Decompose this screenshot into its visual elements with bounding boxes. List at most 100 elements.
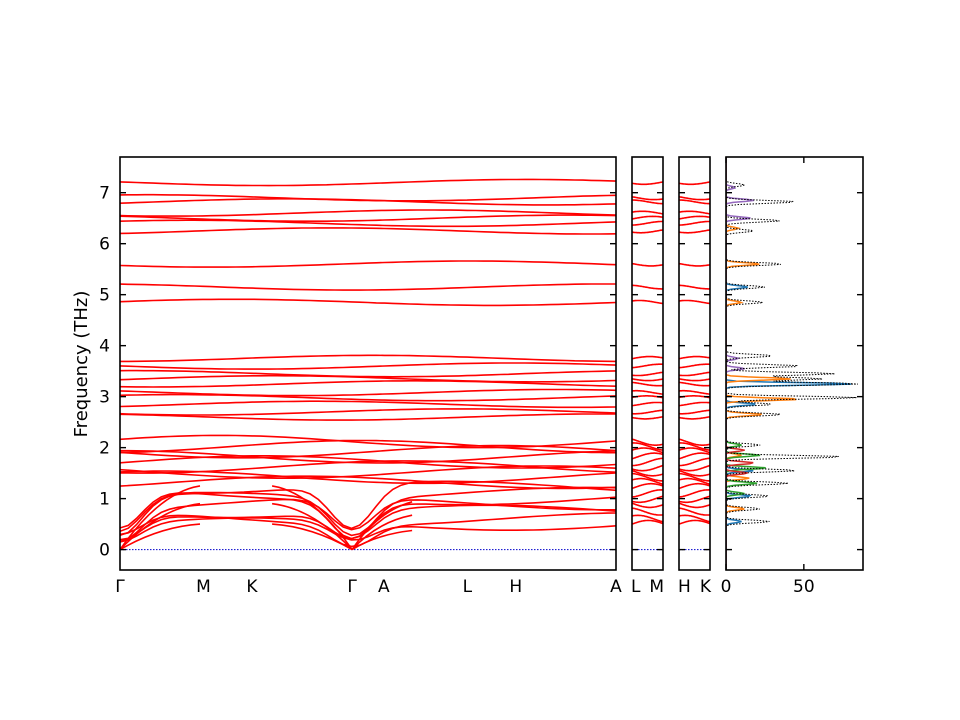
- band-line: [632, 457, 663, 467]
- x-tick-label: K: [246, 577, 258, 597]
- band-line: [632, 502, 663, 509]
- band-line: [632, 210, 663, 215]
- x-tick-label: H: [509, 577, 522, 597]
- band-line: [679, 447, 710, 454]
- band-line: [120, 298, 616, 307]
- y-tick-label: 5: [99, 286, 110, 306]
- band-line: [120, 193, 616, 202]
- band-line: [679, 495, 710, 504]
- band-line: [120, 498, 616, 543]
- y-tick-label: 7: [99, 184, 110, 204]
- band-line: [632, 215, 663, 220]
- band-line: [120, 178, 616, 187]
- band-line: [120, 362, 616, 370]
- band-line: [679, 363, 710, 369]
- band-line: [632, 229, 663, 234]
- band-line: [120, 449, 616, 464]
- band-line: [632, 477, 663, 486]
- band-line: [120, 434, 616, 449]
- x-tick-label: M: [649, 577, 664, 597]
- band-line: [679, 210, 710, 215]
- acoustic-branch: [120, 485, 201, 551]
- y-tick-label: 0: [99, 541, 110, 561]
- y-tick-label: 6: [99, 235, 110, 255]
- band-line: [632, 519, 663, 525]
- band-line: [632, 507, 663, 516]
- acoustic-branch: [120, 523, 201, 551]
- acoustic-branch: [351, 514, 413, 551]
- y-tick-label: 3: [99, 388, 110, 408]
- band-line: [679, 355, 710, 360]
- y-tick-label: 1: [99, 490, 110, 510]
- band-line: [679, 215, 710, 220]
- band-line: [120, 214, 616, 222]
- band-line: [632, 442, 663, 451]
- band-line: [632, 401, 663, 407]
- band-line: [679, 514, 710, 523]
- acoustic-branch: [351, 501, 413, 551]
- dos-partial-curve: [726, 157, 797, 570]
- band-line: [679, 299, 710, 305]
- band-line: [120, 219, 616, 228]
- band-line: [632, 495, 663, 504]
- band-line: [120, 380, 616, 388]
- band-line: [120, 465, 616, 479]
- x-tick-label: H: [678, 577, 691, 597]
- band-line: [120, 388, 616, 397]
- y-axis-label: Frequency (THz): [71, 291, 92, 438]
- x-tick-label: A: [378, 577, 390, 597]
- band-line: [632, 284, 663, 290]
- band-line: [679, 199, 710, 205]
- band-line: [679, 220, 710, 226]
- band-line: [679, 181, 710, 186]
- band-line: [679, 502, 710, 509]
- band-line: [632, 409, 663, 415]
- x-tick-label: K: [700, 577, 712, 597]
- acoustic-branch: [272, 502, 353, 551]
- acoustic-branch: [120, 502, 201, 551]
- band-line: [120, 475, 616, 490]
- band-line: [632, 438, 663, 446]
- band-line: [120, 460, 616, 474]
- y-tick-label: 4: [99, 337, 110, 357]
- panel-frame: [678, 156, 711, 571]
- band-line: [679, 482, 710, 490]
- band-line: [632, 447, 663, 454]
- band-line: [632, 389, 663, 395]
- x-tick-label: L: [631, 577, 641, 597]
- band-line: [679, 464, 710, 472]
- band-line: [679, 488, 710, 498]
- band-line: [679, 469, 710, 477]
- band-lines: [632, 181, 663, 551]
- dos-curves: [726, 157, 858, 570]
- band-line: [679, 477, 710, 486]
- band-line: [632, 371, 663, 377]
- band-line: [632, 464, 663, 472]
- x-tick-label: L: [463, 577, 473, 597]
- band-line: [120, 283, 616, 291]
- band-line: [632, 181, 663, 186]
- acoustic-branch: [272, 523, 353, 551]
- band-line: [120, 227, 616, 235]
- band-line: [679, 416, 710, 420]
- band-line: [679, 262, 710, 267]
- band-line: [632, 355, 663, 360]
- band-line: [679, 196, 710, 201]
- x-tick-label: M: [196, 577, 211, 597]
- band-lines: [120, 178, 616, 551]
- acoustic-branch: [271, 485, 353, 551]
- panel-frame: [631, 156, 664, 571]
- x-tick-label: A: [610, 577, 622, 597]
- y-axis-ticks: 0 1 2 3 4 5 6 7: [99, 184, 110, 561]
- panel-frame: [119, 156, 617, 571]
- band-line: [679, 381, 710, 387]
- band-line: [679, 438, 710, 446]
- band-line: [632, 514, 663, 523]
- band-line: [632, 262, 663, 267]
- band-line: [679, 442, 710, 451]
- band-line: [679, 378, 710, 382]
- band-line: [679, 409, 710, 415]
- y-tick-label: 2: [99, 439, 110, 459]
- band-line: [632, 196, 663, 201]
